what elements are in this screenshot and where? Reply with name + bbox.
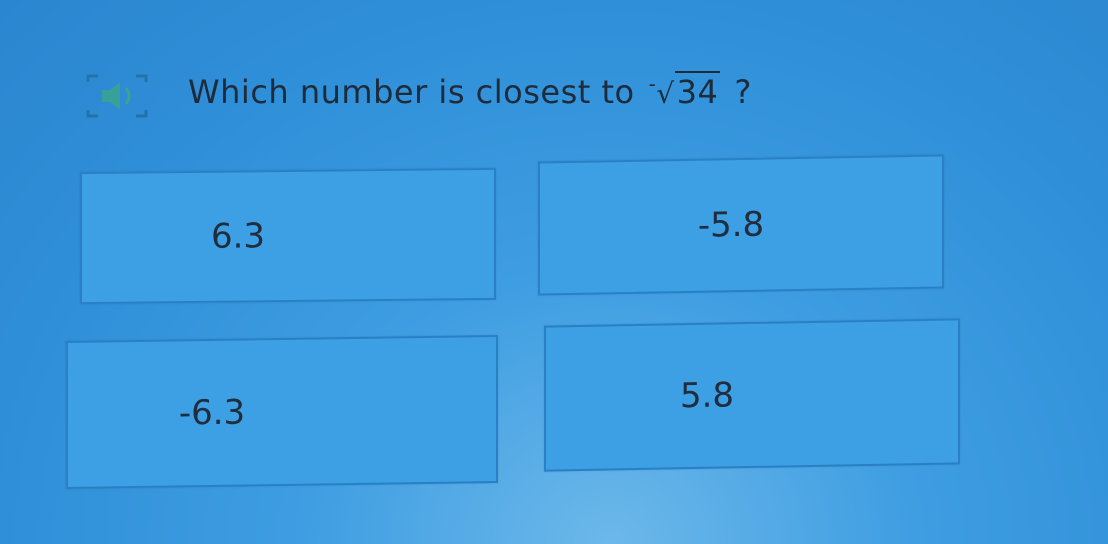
choice-button-4[interactable]: 5.8	[544, 318, 960, 472]
choice-button-2[interactable]: -5.8	[538, 154, 944, 296]
question-text: Which number is closest to -√34?	[188, 71, 752, 111]
read-aloud-button[interactable]	[82, 70, 152, 122]
question-prefix: Which number is closest to	[188, 73, 635, 111]
choice-label: 6.3	[210, 216, 266, 257]
radicand: 34	[674, 71, 721, 111]
choice-label: -6.3	[178, 392, 246, 434]
choice-button-1[interactable]: 6.3	[80, 167, 496, 305]
choice-label: 5.8	[679, 375, 735, 417]
choice-label: -5.8	[697, 204, 765, 246]
sqrt-symbol: √	[656, 77, 675, 110]
question-mark: ?	[734, 73, 752, 111]
speaker-icon	[86, 74, 148, 118]
negative-sign: -	[648, 72, 657, 96]
choice-button-3[interactable]: -6.3	[66, 334, 498, 490]
